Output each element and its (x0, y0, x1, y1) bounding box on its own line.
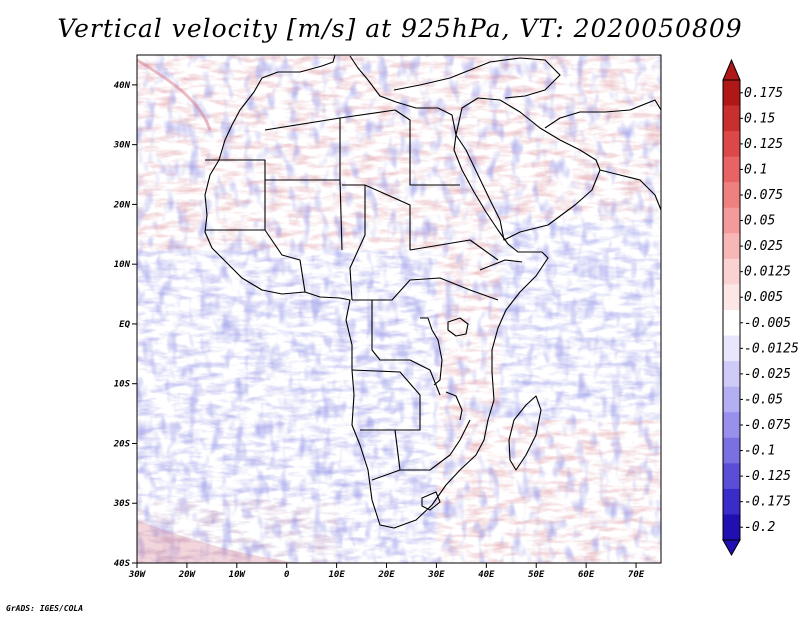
lat-tick-label: 20S (113, 439, 131, 449)
colorbar-label: -0.005 (744, 316, 791, 331)
colorbar-top-arrow (722, 58, 741, 81)
colorbar-label: -0.1 (744, 444, 775, 459)
colorbar-swatch (723, 412, 740, 439)
lat-tick-label: 10N (114, 260, 131, 270)
colorbar-label: 0.125 (744, 137, 783, 152)
colorbar: 0.175 0.15 0.125 0.1 0.075 0.05 0.025 0.0125 0.0… (722, 58, 799, 557)
lon-tick-label: 10E (328, 570, 345, 580)
lon-tick-label: 20W (178, 570, 197, 580)
colorbar-label: -0.2 (744, 520, 775, 535)
lon-tick-label: 20E (377, 570, 395, 580)
colorbar-swatch (723, 310, 740, 336)
colorbar-swatch (723, 233, 740, 260)
lat-tick-label: 10S (114, 380, 131, 390)
colorbar-label: 0.175 (744, 86, 783, 101)
colorbar-swatch (723, 80, 740, 106)
lat-tick-label: 40S (114, 559, 131, 569)
colorbar-swatch (723, 284, 740, 311)
colorbar-bottom-arrow (722, 539, 741, 557)
longitude-axis: 30W 20W 10W 0 10E 20E 30E 40E 50E 60E 70E (128, 563, 645, 580)
colorbar-swatch (723, 361, 740, 388)
lon-tick-label: 70E (628, 570, 645, 580)
colorbar-label: 0.1 (744, 162, 767, 177)
lon-tick-label: 10W (229, 570, 247, 580)
colorbar-label: -0.0125 (744, 341, 799, 356)
lon-tick-label: 30W (128, 570, 147, 580)
vertical-velocity-field (137, 55, 661, 563)
colorbar-label: 0.15 (744, 111, 775, 126)
colorbar-label: 0.025 (744, 239, 783, 254)
colorbar-label: 0.075 (744, 188, 783, 203)
colorbar-swatch (723, 182, 740, 209)
colorbar-label: -0.175 (744, 495, 791, 510)
lon-tick-label: 40E (478, 570, 495, 580)
colorbar-swatch (723, 488, 740, 515)
colorbar-swatch (723, 156, 740, 183)
colorbar-swatch (723, 386, 740, 413)
colorbar-label: -0.05 (744, 392, 783, 407)
lon-tick-label: 60E (578, 570, 595, 580)
lat-tick-label: 40N (114, 81, 131, 91)
colorbar-label: -0.125 (744, 469, 791, 484)
lon-tick-label: 0 (284, 570, 290, 580)
colorbar-label: -0.025 (744, 367, 791, 382)
colorbar-swatch (723, 207, 740, 234)
lat-tick-label: 30S (113, 499, 131, 509)
colorbar-label: 0.005 (744, 290, 783, 305)
lat-tick-label: 30N (113, 141, 131, 151)
map-title: Vertical velocity [m/s] at 925hPa, VT: 2… (57, 14, 743, 43)
grads-credit: GrADS: IGES/COLA (6, 604, 84, 613)
colorbar-label: 0.0125 (744, 265, 791, 280)
map-frame (136, 54, 662, 564)
colorbar-swatch (723, 105, 740, 132)
colorbar-outline (722, 79, 741, 541)
lon-tick-label: 30E (427, 570, 445, 580)
colorbar-swatch (723, 463, 740, 490)
latitude-axis: 40N 30N 20N 10N EQ 10S 20S 30S 40S (113, 81, 137, 569)
colorbar-swatch (723, 258, 740, 285)
colorbar-swatch (723, 514, 740, 541)
lat-tick-label: EQ (119, 320, 130, 330)
colorbar-swatch (723, 335, 740, 362)
colorbar-label: 0.05 (744, 214, 775, 229)
colorbar-label: -0.075 (744, 418, 791, 433)
colorbar-swatch (723, 131, 740, 158)
colorbar-swatch (723, 437, 740, 464)
lon-tick-label: 50E (528, 570, 545, 580)
coastlines-borders (204, 55, 661, 529)
lat-tick-label: 20N (113, 200, 131, 210)
